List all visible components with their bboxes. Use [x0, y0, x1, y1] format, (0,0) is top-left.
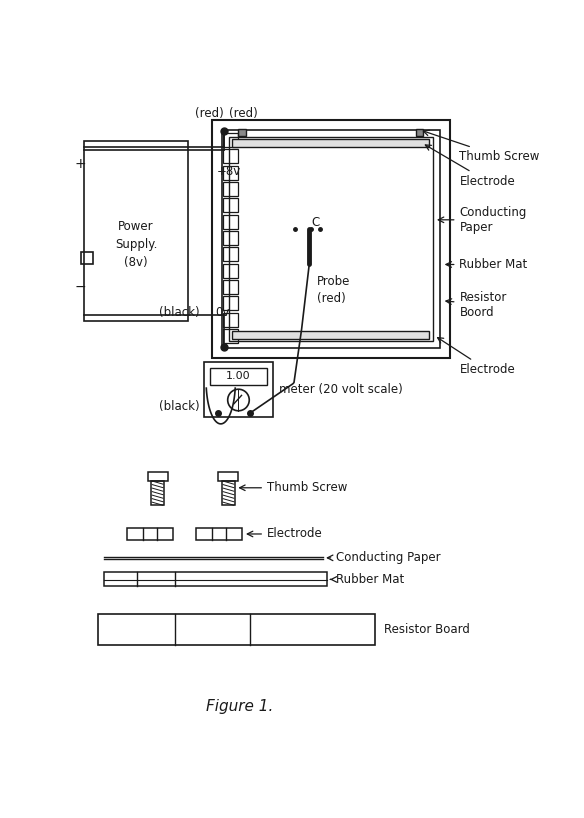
Text: Conducting
Paper: Conducting Paper: [438, 206, 527, 234]
Text: Resistor
Boord: Resistor Boord: [446, 290, 507, 318]
Bar: [223, 231, 238, 245]
Bar: [232, 139, 429, 146]
Text: Rubber Mat: Rubber Mat: [331, 573, 405, 586]
Bar: [196, 528, 242, 540]
Bar: [104, 573, 327, 587]
Bar: [151, 481, 164, 506]
Bar: [230, 137, 433, 341]
Bar: [223, 165, 238, 179]
Bar: [98, 614, 375, 645]
Text: (red): (red): [195, 107, 224, 120]
Text: Electrode: Electrode: [247, 528, 323, 541]
Bar: [223, 280, 238, 294]
Bar: [210, 367, 267, 384]
Bar: [223, 329, 238, 343]
Text: 0v: 0v: [215, 306, 230, 319]
Bar: [223, 182, 238, 196]
Bar: [238, 129, 246, 136]
Bar: [221, 130, 440, 348]
Text: +: +: [74, 156, 86, 171]
Text: Thumb Screw: Thumb Screw: [239, 481, 347, 494]
Text: Figure 1.: Figure 1.: [206, 699, 274, 714]
Bar: [223, 214, 238, 228]
Text: (black): (black): [159, 400, 200, 412]
Text: C: C: [312, 217, 320, 229]
Bar: [148, 472, 168, 481]
Text: Power
Supply.
(8v): Power Supply. (8v): [115, 220, 157, 269]
Bar: [223, 133, 238, 147]
Text: +8v: +8v: [217, 164, 241, 178]
Bar: [204, 362, 273, 417]
Text: −: −: [74, 280, 86, 294]
Text: Electrode: Electrode: [425, 145, 515, 188]
Text: (black): (black): [159, 306, 200, 319]
Bar: [211, 119, 450, 358]
Bar: [223, 247, 238, 261]
Bar: [127, 528, 173, 540]
Text: Thumb Screw: Thumb Screw: [423, 130, 540, 163]
Bar: [223, 149, 238, 164]
Bar: [84, 141, 189, 321]
Bar: [223, 198, 238, 212]
Text: Electrode: Electrode: [437, 338, 515, 376]
Text: meter (20 volt scale): meter (20 volt scale): [279, 383, 403, 396]
Bar: [81, 252, 93, 264]
Bar: [223, 481, 235, 506]
Text: Rubber Mat: Rubber Mat: [446, 258, 528, 271]
Text: (red): (red): [230, 107, 258, 120]
Bar: [416, 129, 423, 136]
Text: Conducting Paper: Conducting Paper: [328, 551, 441, 564]
Text: Resistor Board: Resistor Board: [384, 623, 470, 636]
Bar: [223, 296, 238, 310]
Bar: [218, 472, 238, 481]
Bar: [223, 263, 238, 277]
Bar: [223, 312, 238, 326]
Bar: [232, 331, 429, 339]
Text: Probe
(red): Probe (red): [317, 276, 350, 305]
Text: 1.00: 1.00: [226, 371, 251, 381]
